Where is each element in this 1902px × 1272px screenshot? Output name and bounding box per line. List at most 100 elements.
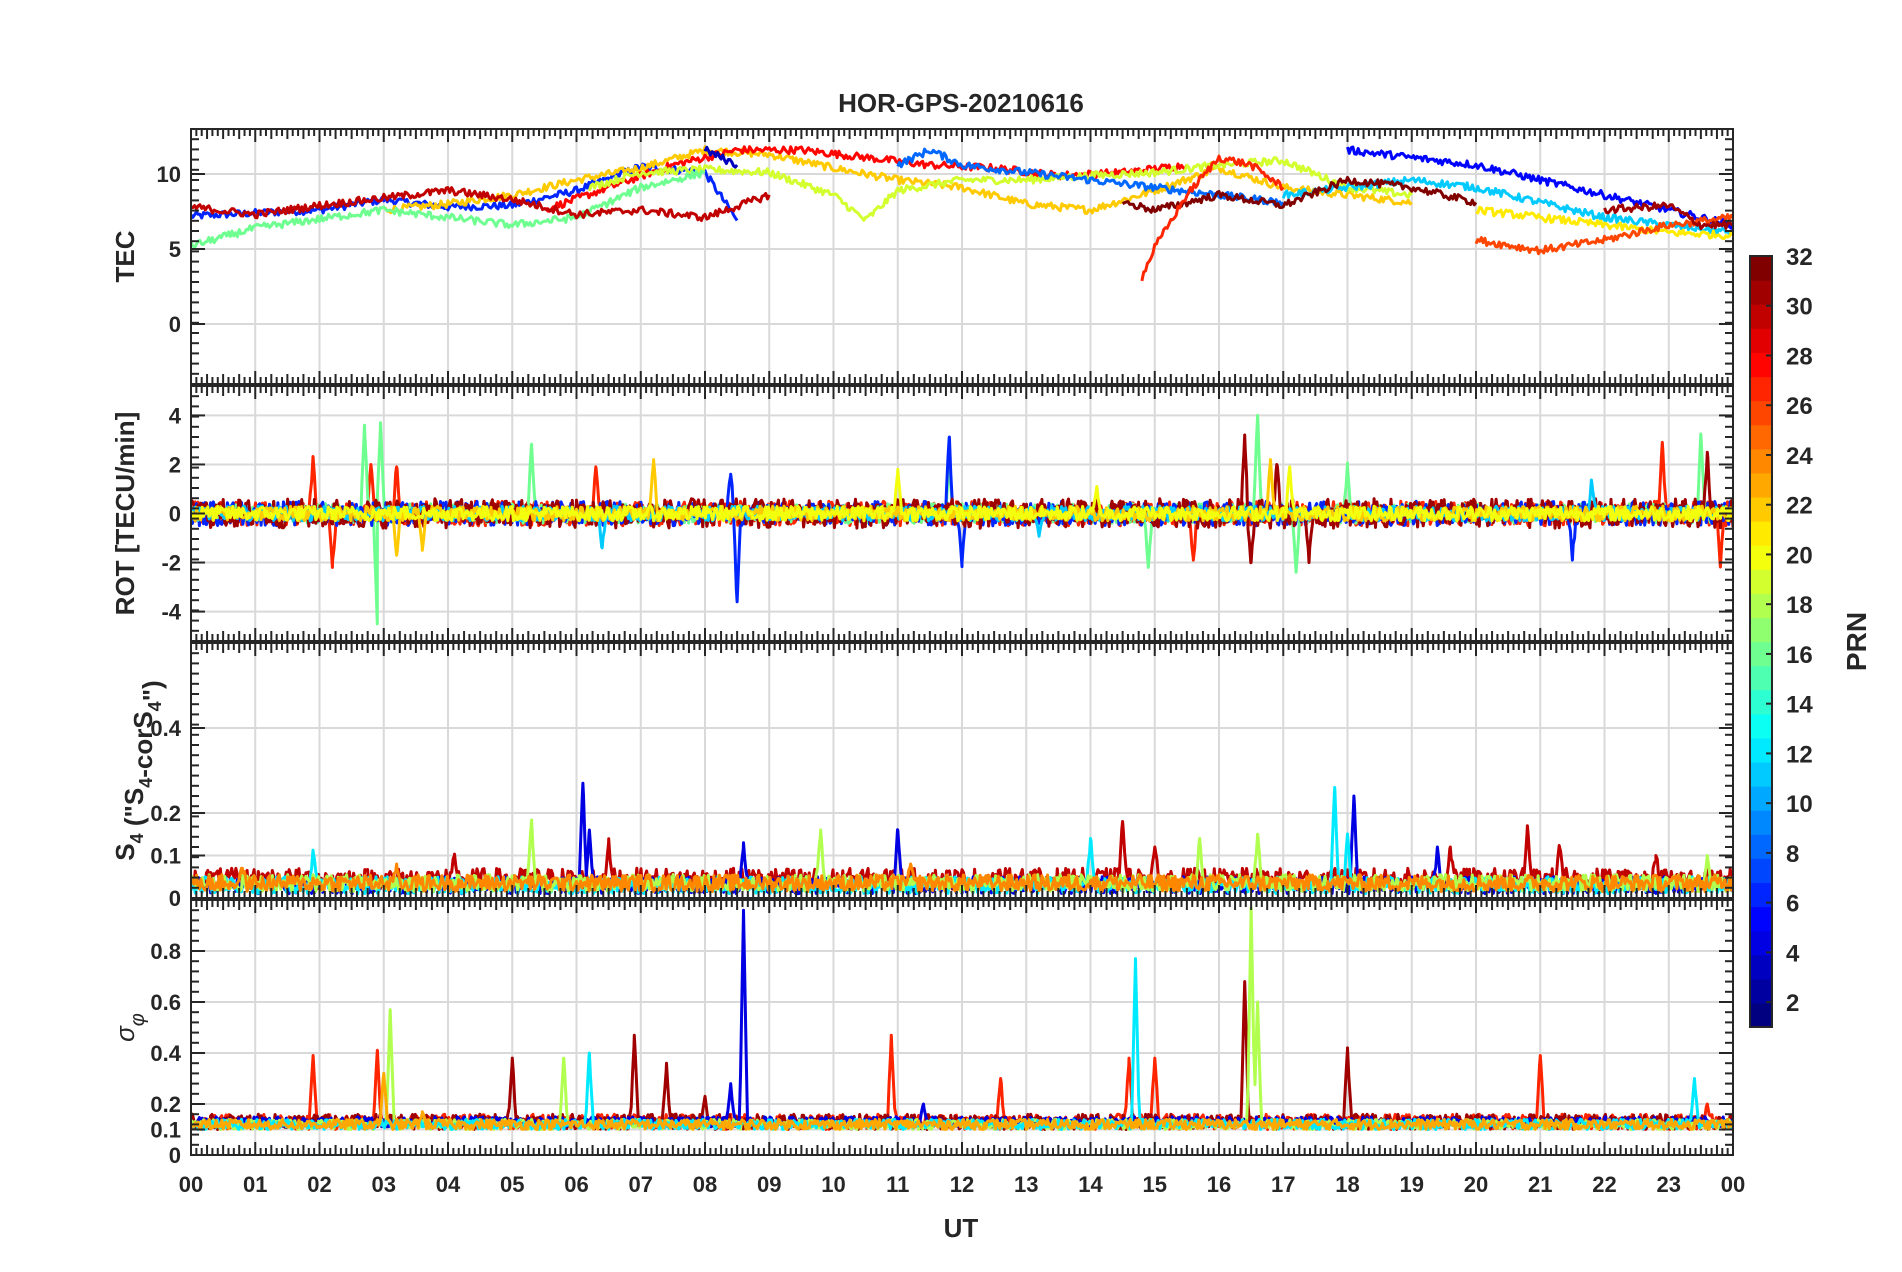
- colorbar-segment: [1750, 930, 1772, 956]
- x-tick-label: 23: [1657, 1172, 1681, 1197]
- y-tick-label: 0.6: [150, 990, 181, 1015]
- series-prn-23: [191, 1071, 1733, 1131]
- y-tick-label: 0: [169, 312, 181, 337]
- colorbar-tick-label: 32: [1786, 244, 1813, 271]
- colorbar-segment: [1750, 256, 1772, 281]
- colorbar-tick-label: 22: [1786, 493, 1813, 520]
- colorbar-segment: [1750, 713, 1772, 739]
- series-prn-3: [703, 145, 739, 169]
- colorbar-segment: [1750, 496, 1772, 522]
- colorbar-segment: [1750, 1002, 1772, 1028]
- colorbar-tick-label: 16: [1786, 642, 1813, 669]
- x-tick-label: 21: [1528, 1172, 1552, 1197]
- series-prn-22: [383, 145, 1413, 215]
- y-tick-label: 0.8: [150, 939, 181, 964]
- panel-sigma: 00.10.2 0.4 0.6 0.8 σφ: [110, 899, 1734, 1168]
- y-tick-label: 0: [169, 1143, 181, 1168]
- plot-frame: [190, 385, 1734, 642]
- colorbar-segment: [1750, 786, 1772, 811]
- x-tick-label: 01: [243, 1172, 267, 1197]
- y-tick-label: -2: [161, 551, 181, 576]
- colorbar-tick-label: 20: [1786, 542, 1813, 569]
- colorbar-segment: [1750, 978, 1772, 1004]
- colorbar-segment: [1750, 954, 1772, 980]
- colorbar-segment: [1750, 569, 1772, 594]
- x-tick-label: 12: [950, 1172, 974, 1197]
- series-prn-8: [896, 147, 1285, 206]
- series-prn-26: [1474, 213, 1733, 256]
- colorbar-tick-label: 30: [1786, 294, 1813, 321]
- x-tick-label: 13: [1014, 1172, 1038, 1197]
- colorbar-segment: [1750, 665, 1772, 691]
- x-tick-label: 20: [1464, 1172, 1488, 1197]
- x-tick-label: 17: [1271, 1172, 1295, 1197]
- y-tick-label: 0: [169, 502, 181, 527]
- plot-frame: [190, 128, 1734, 385]
- y-tick-label: 0: [169, 886, 181, 911]
- y-axis-label: ROT [TECU/min]: [110, 412, 140, 616]
- x-tick-label: 19: [1400, 1172, 1424, 1197]
- colorbar-segment: [1750, 352, 1772, 378]
- colorbar-segment: [1750, 834, 1772, 859]
- colorbar-segment: [1750, 858, 1772, 884]
- axes: -4 -2 0 2 4: [161, 385, 1734, 642]
- axes: 0 0.1 0.2 0.4: [150, 642, 1734, 911]
- panel-rot: -4 -2 0 2 4 ROT [TECU/min]: [110, 385, 1734, 642]
- x-tick-label: 02: [307, 1172, 331, 1197]
- y-label-part: ("S: [119, 788, 149, 834]
- x-tick-label: 05: [500, 1172, 524, 1197]
- x-tick-label: 11: [886, 1172, 909, 1197]
- y-tick-label: 0.4: [150, 1041, 181, 1066]
- y-axis-label: TEC: [110, 230, 140, 282]
- x-tick-label: 00: [1721, 1172, 1745, 1197]
- colorbar-segment: [1750, 737, 1772, 763]
- x-axis: 00 01 02 03 04 05 06 07 08 09 10 11 12 13 14 15 16 17 18 19…: [179, 1172, 1745, 1197]
- y-tick-label: 10: [157, 162, 181, 187]
- colorbar-segment: [1750, 810, 1772, 835]
- y-tick-label: 0.1: [150, 844, 181, 869]
- series-prn-20: [191, 465, 1733, 523]
- x-tick-label: 18: [1335, 1172, 1359, 1197]
- series-prn-5: [1346, 145, 1733, 230]
- plot-frame: [190, 899, 1734, 1156]
- panel-s4: 00.10.20.4S4 ("S4-corS4"): [110, 642, 1734, 911]
- y-label-part: S: [110, 843, 140, 860]
- x-tick-label: 07: [629, 1172, 653, 1197]
- colorbar-tick-label: 4: [1786, 940, 1800, 967]
- x-axis-label: UT: [944, 1213, 979, 1243]
- colorbar-segment: [1750, 376, 1772, 402]
- series-prn-27: [1140, 154, 1285, 282]
- colorbar-segment: [1750, 906, 1772, 932]
- colorbar-segment: [1750, 641, 1772, 667]
- colorbar-tick-label: 14: [1786, 692, 1813, 719]
- colorbar-tick-label: 10: [1786, 791, 1813, 818]
- colorbar-segment: [1750, 593, 1772, 619]
- colorbar-tick-label: 26: [1786, 393, 1813, 420]
- y-tick-label: 4: [169, 403, 182, 428]
- colorbar-segment: [1750, 521, 1772, 546]
- y-label-part: 4: [127, 833, 147, 843]
- colorbar-tick-label: 2: [1786, 990, 1799, 1017]
- colorbar-segment: [1750, 304, 1772, 329]
- y-tick-label: 5: [169, 237, 181, 262]
- colorbar-segment: [1750, 689, 1772, 715]
- colorbar-segment: [1750, 472, 1772, 498]
- x-tick-label: 15: [1143, 1172, 1167, 1197]
- colorbar-segment: [1750, 424, 1772, 450]
- colorbar-tick-label: 8: [1786, 841, 1799, 868]
- series-group: [191, 906, 1733, 1131]
- colorbar-segment: [1750, 280, 1772, 305]
- y-label-part: -corS: [128, 711, 158, 777]
- colorbar-tick-label: 28: [1786, 343, 1813, 370]
- colorbar-segment: [1750, 761, 1772, 787]
- x-tick-label: 14: [1078, 1172, 1103, 1197]
- y-label-part: 4: [145, 701, 165, 711]
- axes: 0 5 10: [157, 128, 1734, 385]
- sigma-symbol: σ: [110, 1025, 140, 1042]
- series-group: [191, 413, 1733, 626]
- colorbar-label: PRN: [1841, 612, 1872, 671]
- x-tick-label: 00: [179, 1172, 203, 1197]
- colorbar-segment: [1750, 400, 1772, 426]
